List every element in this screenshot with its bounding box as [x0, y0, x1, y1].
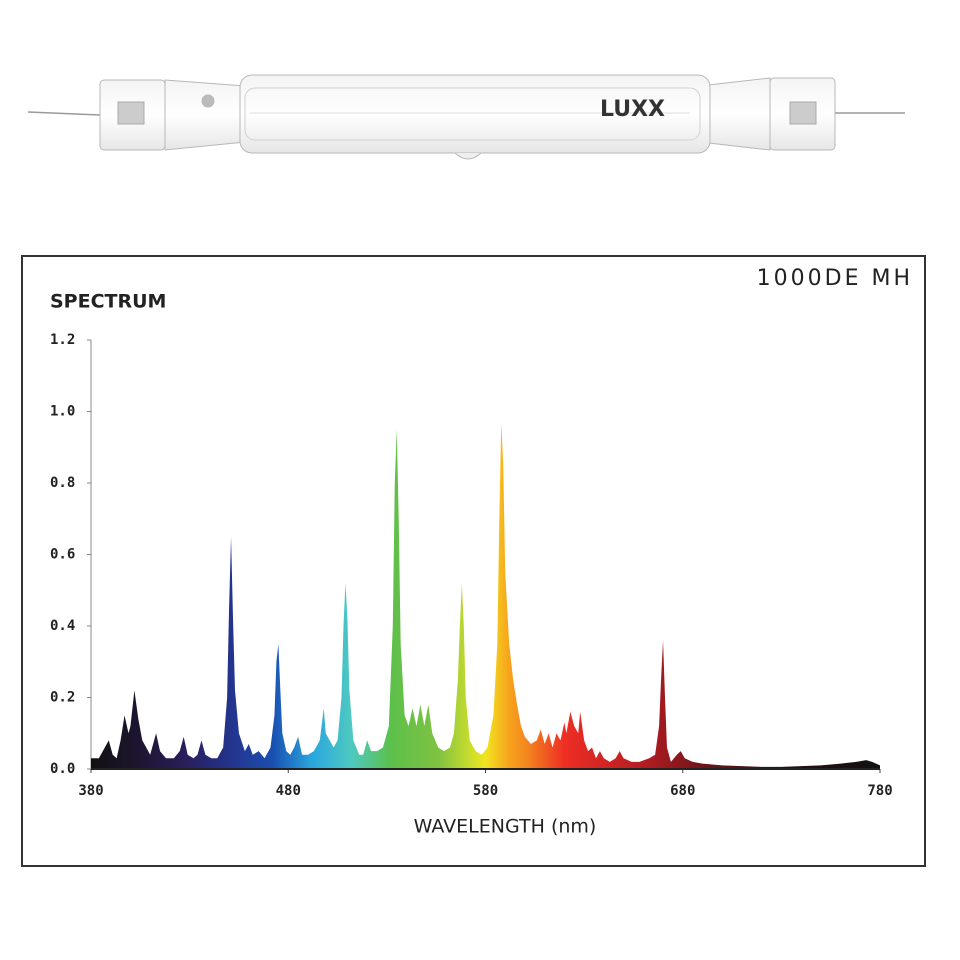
y-tick-label: 1.2 — [50, 332, 75, 348]
y-tick-label: 0.4 — [50, 618, 75, 634]
y-axis-label: SPECTRUM — [50, 291, 166, 313]
y-tick-label: 0.6 — [50, 547, 75, 563]
chart-title: 1000DE MH — [757, 266, 913, 291]
y-tick-label: 1.0 — [50, 404, 75, 420]
lamp: LUXX — [27, 74, 905, 160]
x-tick-label: 680 — [670, 783, 695, 799]
y-tick-label: 0.0 — [50, 761, 75, 777]
x-tick-label: 380 — [78, 783, 103, 799]
y-tick-label: 0.2 — [50, 690, 75, 706]
lamp-logo: LUXX — [600, 97, 665, 122]
y-tick-label: 0.8 — [50, 475, 75, 491]
x-axis-label: WAVELENGTH (nm) — [414, 816, 597, 838]
x-tick-label: 780 — [867, 783, 892, 799]
x-tick-label: 580 — [473, 783, 498, 799]
chart-frame — [21, 255, 926, 867]
x-tick-label: 480 — [276, 783, 301, 799]
